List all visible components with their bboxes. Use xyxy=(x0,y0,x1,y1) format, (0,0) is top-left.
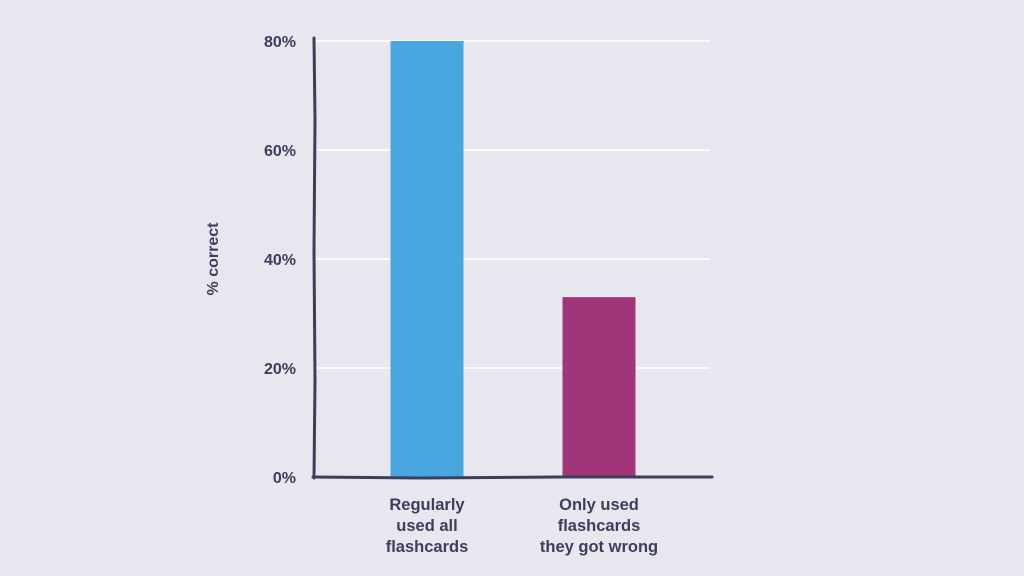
x-category-label-line: they got wrong xyxy=(540,538,658,556)
x-category-label-line: used all xyxy=(396,517,457,535)
x-category-label-line: Only used xyxy=(559,496,639,514)
y-tick-labels: 0% 20% 40% 60% 80% xyxy=(264,34,296,487)
y-axis-title: % correct xyxy=(205,222,222,296)
x-category-label-line: flashcards xyxy=(558,517,641,535)
x-category-label: Only used flashcards they got wrong xyxy=(540,496,658,556)
y-tick-label: 60% xyxy=(264,143,296,160)
y-tick-label: 0% xyxy=(273,470,296,487)
y-axis-line xyxy=(312,36,317,480)
axes xyxy=(311,36,714,480)
x-axis-line xyxy=(311,475,714,480)
category-labels: Regularly used all flashcards Only used flas… xyxy=(386,496,658,556)
x-category-label-line: flashcards xyxy=(386,538,469,556)
x-category-label-line: Regularly xyxy=(389,496,465,514)
bars xyxy=(390,41,636,477)
y-tick-label: 20% xyxy=(264,361,296,378)
x-category-label: Regularly used all flashcards xyxy=(386,496,469,556)
bar xyxy=(390,41,464,477)
bar xyxy=(562,297,636,477)
y-tick-label: 80% xyxy=(264,34,296,51)
y-tick-label: 40% xyxy=(264,252,296,269)
gridlines xyxy=(315,40,710,369)
